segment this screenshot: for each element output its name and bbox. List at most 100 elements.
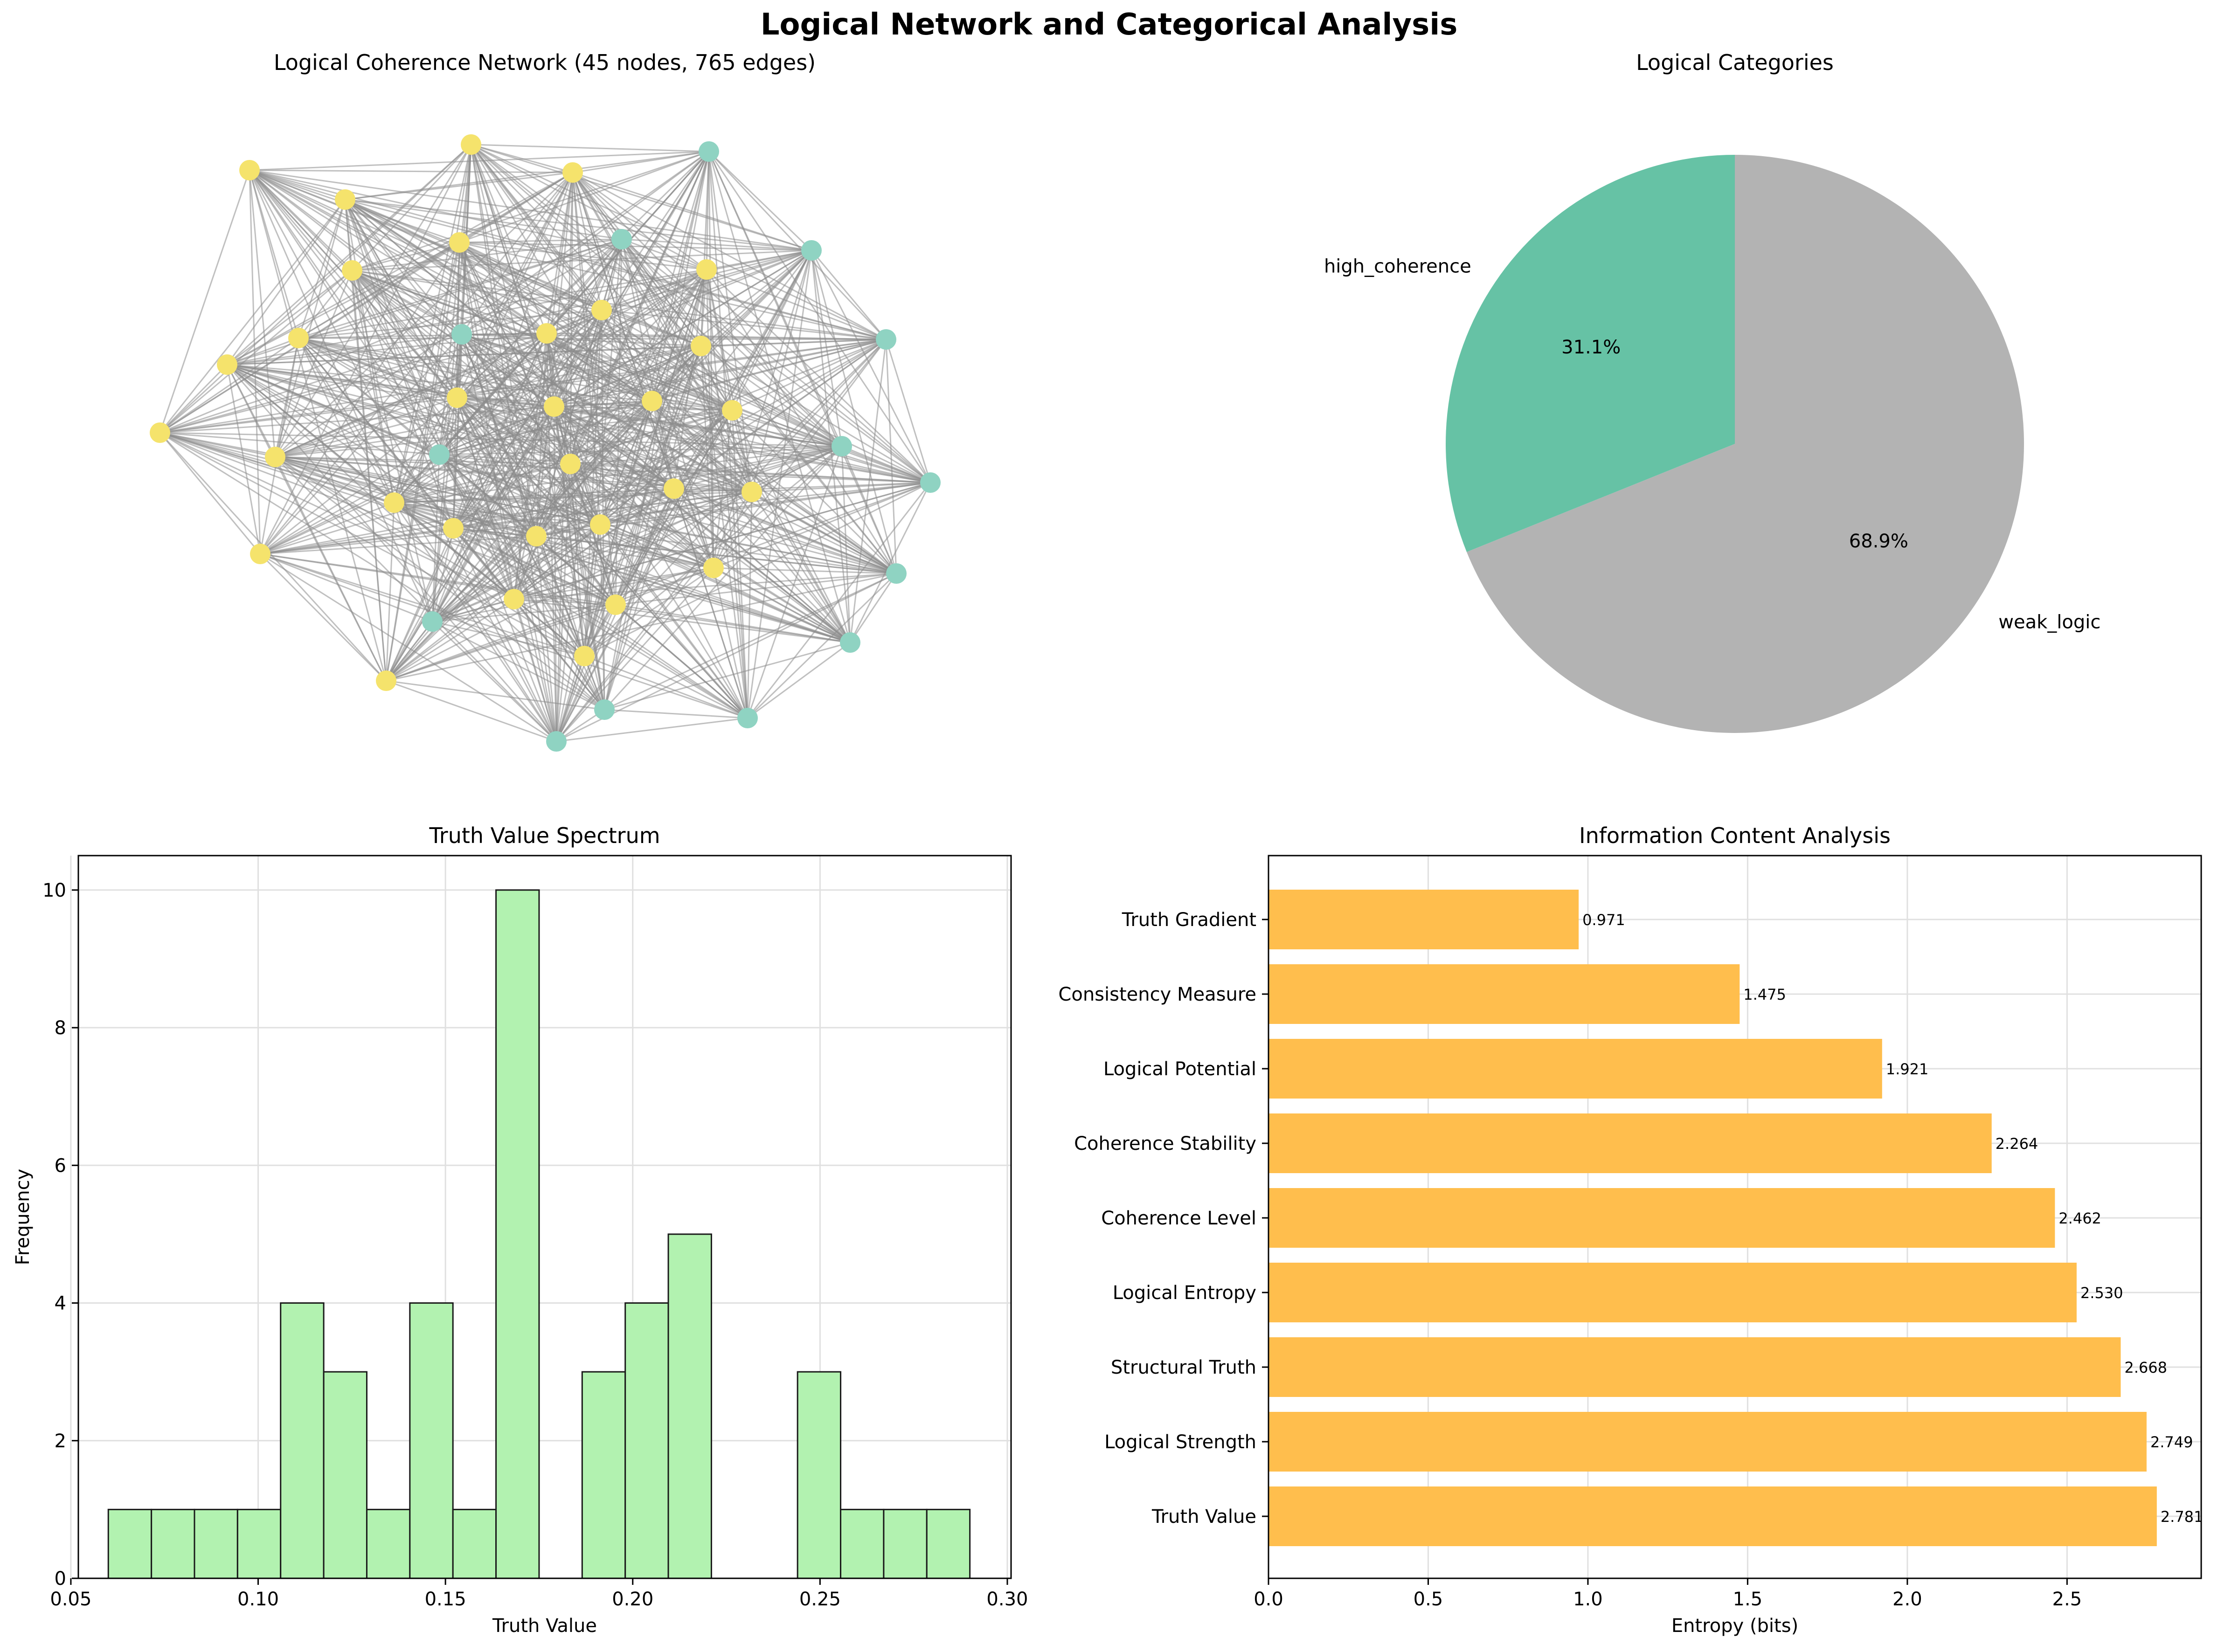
network-edge: [432, 524, 601, 622]
network-edge: [569, 463, 585, 657]
network-node-weak-logic: [560, 454, 581, 474]
network-edge: [394, 345, 701, 504]
network-edge: [849, 573, 897, 643]
network-edge: [885, 339, 931, 483]
network-node-high-coherence: [840, 632, 860, 653]
network-edge: [227, 364, 714, 569]
network-edge: [621, 238, 707, 270]
network-edge: [432, 491, 752, 622]
network-edge: [583, 524, 601, 657]
histogram-bar: [667, 1233, 712, 1579]
network-edge: [453, 527, 851, 643]
network-edge: [227, 364, 616, 606]
histogram-bar: [107, 1508, 152, 1579]
entropy-bar: [1268, 1486, 2157, 1546]
histogram-bar: [236, 1508, 282, 1579]
network-edge: [159, 345, 701, 434]
network-edge: [570, 463, 674, 490]
network-edge: [470, 144, 733, 411]
entropy-category-label: Logical Potential: [1103, 1058, 1256, 1080]
network-node-high-coherence: [920, 472, 941, 493]
pie-label: weak_logic: [1998, 612, 2100, 633]
network-edge: [601, 309, 842, 447]
network-node-high-coherence: [422, 611, 443, 632]
network-edge: [298, 309, 602, 339]
network-edge: [351, 270, 601, 525]
network-nodes: [150, 134, 941, 752]
network-edge: [457, 309, 602, 399]
histogram-xtick-label: 0.25: [799, 1589, 841, 1610]
histogram-ytick-label: 8: [55, 1017, 66, 1039]
network-edge: [713, 491, 753, 568]
network-edge: [572, 172, 707, 270]
network-node-weak-logic: [574, 646, 595, 666]
network-edge: [275, 456, 585, 657]
network-edge: [227, 337, 299, 366]
network-edge: [708, 151, 931, 483]
network-edge: [513, 567, 714, 600]
network-edge: [275, 456, 714, 569]
network-edge: [159, 432, 585, 657]
network-edge: [227, 364, 652, 402]
network-node-weak-logic: [239, 160, 260, 180]
histogram-bar: [624, 1302, 669, 1579]
network-edge: [227, 364, 752, 493]
entropy-axes-frame: [1268, 855, 2202, 1579]
network-edge: [731, 250, 812, 411]
network-edge: [546, 333, 675, 489]
network-edge: [713, 567, 851, 643]
network-edge: [394, 400, 652, 504]
network-edge: [747, 446, 843, 719]
network-edge: [555, 488, 675, 742]
network-edge: [394, 488, 674, 504]
network-edge: [438, 144, 472, 455]
histogram-ytick-label: 4: [55, 1293, 66, 1314]
network-node-weak-logic: [461, 134, 481, 155]
network-edge: [394, 502, 601, 525]
network-edge: [471, 144, 812, 251]
network-edge: [513, 445, 842, 600]
network-edge: [394, 502, 537, 537]
network-edge: [513, 598, 616, 606]
entropy-value-label: 2.781: [2161, 1508, 2204, 1526]
network-node-high-coherence: [737, 708, 758, 728]
network-edge: [386, 409, 733, 682]
network-edge: [583, 488, 675, 657]
network-node-weak-logic: [696, 259, 717, 280]
network-edge: [260, 409, 733, 555]
entropy-title: Information Content Analysis: [1579, 823, 1891, 848]
histogram-ytick-label: 0: [55, 1568, 66, 1590]
network-node-weak-logic: [288, 328, 309, 348]
network-node-weak-logic: [605, 594, 626, 615]
network-edge: [708, 151, 714, 568]
network-edge: [385, 310, 603, 681]
network-edge: [275, 151, 709, 458]
network-edge: [731, 410, 851, 643]
network-edge: [260, 488, 674, 555]
network-node-high-coherence: [699, 141, 719, 162]
histogram-bar: [452, 1508, 497, 1579]
figure-title: Logical Network and Categorical Analysis: [761, 7, 1458, 42]
network-edge: [452, 528, 515, 600]
network-edge: [385, 463, 571, 681]
network-edge: [249, 151, 709, 171]
network-edge: [700, 346, 733, 411]
network-edge: [274, 172, 574, 458]
pie-title: Logical Categories: [1636, 50, 1834, 75]
network-edge: [555, 410, 733, 742]
network-edge: [275, 400, 652, 458]
entropy-xtick-label: 2.5: [2052, 1589, 2082, 1610]
pie-label: high_coherence: [1324, 256, 1471, 277]
network-edge: [513, 333, 548, 600]
network-edge: [572, 172, 675, 489]
network-edge: [458, 242, 548, 334]
network-edge: [470, 144, 537, 537]
pie-chart: high_coherence 31.1% weak_logic 68.9%: [1324, 154, 2100, 733]
network-edge: [673, 488, 851, 643]
network-edge: [554, 345, 701, 408]
network-node-weak-logic: [342, 260, 362, 281]
network-edge: [298, 270, 353, 339]
network-edge: [249, 170, 276, 457]
network-edge: [747, 642, 851, 719]
network-edge: [159, 333, 462, 434]
